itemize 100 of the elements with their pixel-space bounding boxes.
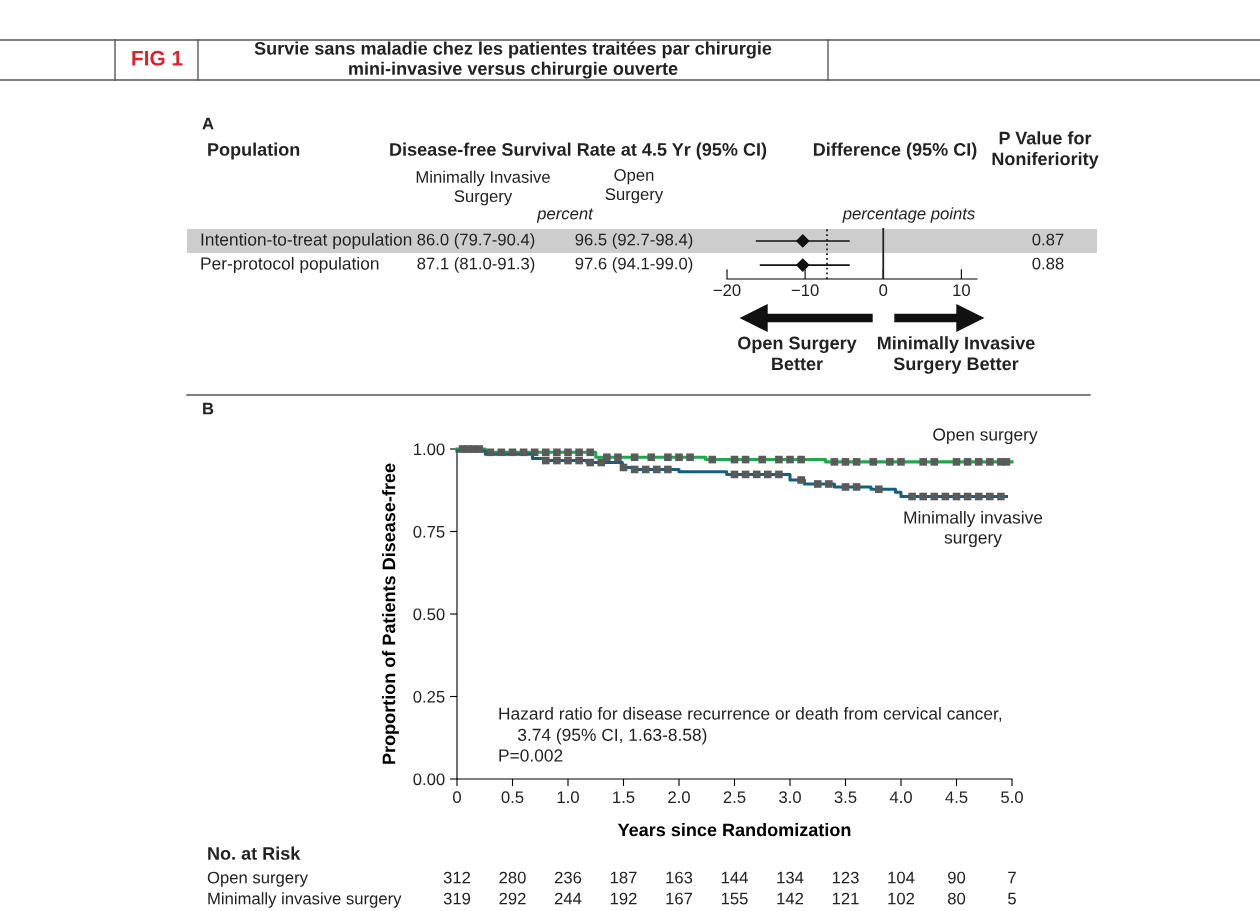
- y-axis-title: Proportion of Patients Disease-free: [382, 463, 399, 764]
- point: [553, 448, 561, 457]
- point: [475, 445, 483, 453]
- x-tick-label: 2.5: [723, 791, 746, 804]
- point: [553, 456, 561, 465]
- x-tick-label: 4.5: [945, 791, 968, 804]
- text: 96.5 (92.7-98.4): [575, 233, 693, 249]
- point: [630, 453, 639, 462]
- point: [1002, 458, 1011, 466]
- x-tick-label: 0: [879, 284, 888, 297]
- point: [963, 458, 972, 466]
- point: [575, 456, 583, 465]
- point: [930, 492, 939, 501]
- series-label: Minimally invasive surgery: [904, 510, 1043, 548]
- point: [974, 458, 983, 466]
- annotation: Hazard ratio for disease recurrence or death from cervical cancer, 3.74 (95% CI, 1.63-8.58): [499, 707, 1002, 745]
- text: B: [203, 402, 214, 415]
- point: [542, 456, 550, 465]
- text: A: [202, 117, 214, 130]
- text: 312 280 236 187 163 144 134 123 104 90 7: [443, 871, 1016, 884]
- point: [974, 492, 983, 501]
- point: [797, 476, 805, 484]
- text: No. at Risk: [208, 846, 301, 860]
- point: [897, 458, 905, 466]
- point: [852, 483, 861, 491]
- x-tick-label: 0.5: [501, 791, 524, 804]
- x-tick-label: −20: [713, 284, 741, 297]
- text: 319 292 244 192 167 155 142 121 102 80 5: [443, 892, 1016, 905]
- text: Minimally invasive surgery: [208, 892, 402, 908]
- x-tick-label: 2.0: [668, 791, 690, 804]
- point: [586, 448, 594, 457]
- text: Open surgery: [207, 871, 308, 887]
- point: [647, 453, 656, 462]
- y-tick-label: 0.00: [413, 773, 445, 786]
- point: [614, 453, 622, 462]
- point: [775, 455, 783, 464]
- point: [886, 458, 894, 466]
- text: 86.0 (79.7-90.4): [417, 233, 535, 249]
- point: [530, 448, 539, 457]
- point: [875, 485, 883, 494]
- point: [986, 458, 994, 466]
- point: [486, 448, 495, 457]
- text: Minimally Invasive Surgery Better: [877, 336, 1035, 374]
- text: 0.88: [1032, 257, 1064, 270]
- x-tick-label: 1.0: [557, 791, 579, 804]
- point: [841, 458, 850, 466]
- point: [908, 492, 916, 501]
- annotation: P=0.002: [499, 749, 563, 762]
- y-tick-label: 1.00: [414, 443, 445, 456]
- point: [664, 465, 672, 474]
- point: [508, 448, 517, 457]
- point: [664, 453, 672, 462]
- text: percentage points: [842, 207, 975, 223]
- point: [786, 455, 794, 464]
- caption: FIG 1: [132, 50, 183, 66]
- point: [586, 458, 594, 467]
- x-tick-label: 3.5: [834, 791, 857, 804]
- point: [919, 492, 927, 501]
- x-tick-label: 5.0: [1001, 791, 1023, 804]
- y-tick-label: 0.25: [413, 690, 445, 703]
- x-tick-label: 4.0: [889, 791, 912, 804]
- point: [830, 458, 839, 466]
- text: Open Surgery: [605, 169, 664, 204]
- category-label: Intention-to-treat population: [201, 232, 412, 250]
- point: [641, 465, 650, 474]
- text: Survie sans maladie chez les patientes traitées par chirurgie mini-invasive versus chirurgie ouverte: [254, 41, 772, 79]
- point: [764, 470, 772, 479]
- point: [675, 453, 683, 462]
- x-axis-title: Years since Randomization: [617, 823, 851, 837]
- point: [564, 448, 572, 457]
- point: [752, 470, 761, 479]
- point: [597, 458, 606, 467]
- point: [841, 483, 850, 491]
- category-label: Per-protocol population: [201, 256, 379, 274]
- point: [952, 458, 961, 466]
- point: [653, 465, 661, 474]
- text: 0.87: [1032, 233, 1064, 246]
- text: Population: [208, 142, 300, 160]
- series-label: Open surgery: [933, 428, 1038, 445]
- point: [986, 492, 994, 501]
- point: [869, 458, 878, 466]
- point: [575, 448, 583, 457]
- point: [813, 480, 822, 488]
- text: 97.6 (94.1-99.0): [575, 257, 693, 273]
- x-tick-label: 3.0: [779, 791, 801, 804]
- text: Disease-free Survival Rate at 4.5 Yr (95% CI): [390, 142, 767, 160]
- point: [758, 455, 767, 464]
- point: [852, 458, 861, 466]
- x-tick-label: 1.5: [613, 791, 635, 804]
- x-tick-label: 10: [953, 284, 970, 297]
- point: [542, 448, 550, 457]
- text: Difference (95% CI): [813, 142, 977, 160]
- point: [825, 480, 833, 488]
- point: [708, 455, 717, 464]
- point: [686, 453, 694, 462]
- x-tick-label: 0: [453, 791, 461, 804]
- text: 87.1 (81.0-91.3): [417, 257, 535, 273]
- y-tick-label: 0.75: [413, 525, 445, 538]
- point: [797, 455, 805, 464]
- point: [497, 448, 506, 457]
